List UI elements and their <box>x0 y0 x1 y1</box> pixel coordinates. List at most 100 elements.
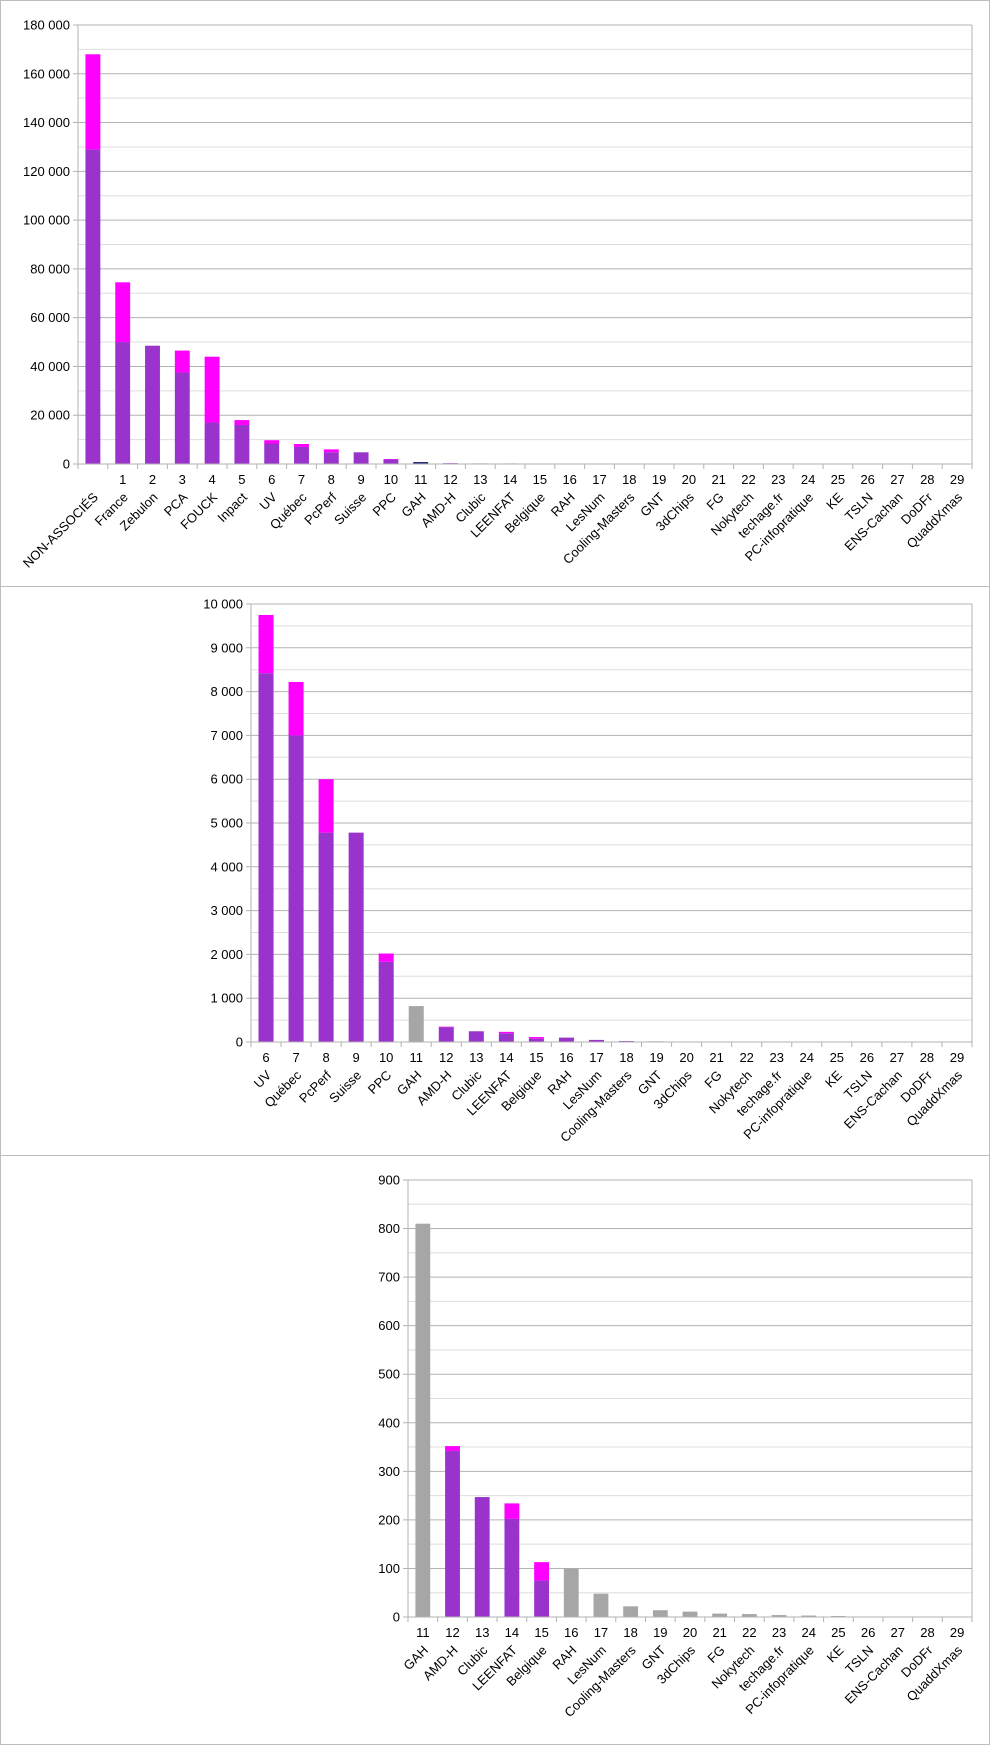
bar-base <box>413 462 429 464</box>
bar-base <box>174 372 190 464</box>
bar-base <box>318 832 334 1042</box>
bar-base <box>348 832 364 1042</box>
y-tick-label: 40 000 <box>30 359 70 374</box>
bar-base <box>378 961 394 1042</box>
bar-top <box>318 779 334 833</box>
x-rank-label: 10 <box>384 472 398 487</box>
x-rank-label: 25 <box>831 472 845 487</box>
x-category-label: FG <box>703 490 726 513</box>
x-rank-label: 16 <box>564 1625 578 1640</box>
x-rank-label: 11 <box>414 472 428 487</box>
bar-top <box>504 1503 520 1519</box>
x-rank-label: 18 <box>619 1050 633 1065</box>
x-rank-label: 29 <box>950 472 964 487</box>
x-rank-label: 7 <box>292 1050 299 1065</box>
x-rank-label: 16 <box>562 472 576 487</box>
x-rank-label: 17 <box>589 1050 603 1065</box>
x-rank-label: 9 <box>357 472 364 487</box>
x-rank-label: 21 <box>711 472 725 487</box>
x-rank-label: 26 <box>860 1050 874 1065</box>
chart-panel-1: 0 20 000 40 000 60 000 80 000 100 000 120 000 1… <box>0 0 990 587</box>
y-tick-label: 100 000 <box>23 213 70 228</box>
bar-base <box>383 459 399 464</box>
bar-base <box>294 446 309 464</box>
y-tick-label: 500 <box>378 1367 400 1382</box>
x-rank-label: 27 <box>891 1625 905 1640</box>
y-tick-label: 20 000 <box>30 408 70 423</box>
bar-base <box>741 1614 757 1617</box>
x-category-label: UV <box>251 1067 275 1091</box>
bar-base <box>353 452 369 464</box>
y-tick-label: 80 000 <box>30 261 70 276</box>
x-rank-label: 14 <box>505 1625 519 1640</box>
chart-panel-2: 0 1 000 2 000 3 000 4 000 5 000 6 000 7 000 8 00… <box>0 586 990 1156</box>
x-rank-label: 20 <box>679 1050 693 1065</box>
x-rank-label: 15 <box>534 1625 548 1640</box>
y-tick-label: 2 000 <box>210 947 243 962</box>
x-rank-label: 13 <box>469 1050 483 1065</box>
x-rank-label: 20 <box>683 1625 697 1640</box>
y-tick-label: 0 <box>393 1610 400 1625</box>
bar-base <box>468 1031 484 1042</box>
y-tick-label: 700 <box>378 1270 400 1285</box>
y-tick-label: 0 <box>63 457 70 472</box>
bar-top <box>85 54 101 150</box>
bar-base <box>234 424 250 464</box>
x-rank-label: 9 <box>353 1050 360 1065</box>
x-rank-label: 12 <box>443 472 457 487</box>
x-rank-label: 25 <box>831 1625 845 1640</box>
x-rank-label: 11 <box>409 1050 423 1065</box>
x-rank-label: 22 <box>741 472 755 487</box>
x-rank-label: 11 <box>416 1625 430 1640</box>
x-category-label: FG <box>701 1068 724 1091</box>
bar-top <box>264 440 280 444</box>
x-category-label: UV <box>256 489 280 513</box>
x-rank-label: 2 <box>149 472 156 487</box>
bar-base <box>588 1039 604 1042</box>
x-rank-label: 18 <box>622 472 636 487</box>
bar-base <box>408 1006 424 1042</box>
bar-base <box>115 342 131 464</box>
y-tick-label: 100 <box>378 1561 400 1576</box>
x-rank-label: 8 <box>328 472 335 487</box>
x-rank-label: 28 <box>920 472 934 487</box>
x-rank-label: 27 <box>890 1050 904 1065</box>
x-rank-label: 20 <box>682 472 696 487</box>
bar-base <box>438 1027 454 1042</box>
x-rank-label: 16 <box>559 1050 573 1065</box>
bar-base <box>682 1611 698 1617</box>
chart-panel-3: 0 100 200 300 400 500 600 700 800 900 11 GAH 12 AMD-H… <box>0 1155 990 1745</box>
bar-top <box>174 350 190 373</box>
y-tick-label: 800 <box>378 1221 400 1236</box>
x-rank-label: 14 <box>503 472 517 487</box>
y-tick-label: 900 <box>378 1173 400 1188</box>
x-rank-label: 24 <box>800 1050 814 1065</box>
x-category-label: KE <box>824 1642 847 1665</box>
x-category-label: PcPerf <box>296 1067 334 1105</box>
bar-base <box>563 1568 579 1617</box>
y-tick-label: 9 000 <box>210 640 243 655</box>
x-rank-label: 26 <box>860 472 874 487</box>
y-tick-label: 60 000 <box>30 310 70 325</box>
x-rank-label: 28 <box>920 1050 934 1065</box>
y-tick-label: 10 000 <box>203 597 243 612</box>
x-rank-label: 1 <box>119 472 126 487</box>
bar-base <box>264 443 280 464</box>
x-rank-label: 28 <box>920 1625 934 1640</box>
x-rank-label: 3 <box>179 472 186 487</box>
bar-base <box>534 1580 549 1617</box>
bar-top <box>234 420 250 425</box>
x-rank-label: 12 <box>439 1050 453 1065</box>
bar-base <box>415 1223 431 1617</box>
y-tick-label: 7 000 <box>210 728 243 743</box>
x-category-label: Suisse <box>326 1068 364 1106</box>
x-rank-label: 23 <box>772 1625 786 1640</box>
y-tick-label: 140 000 <box>23 115 70 130</box>
bar-top <box>445 1446 460 1451</box>
y-tick-label: 300 <box>378 1464 400 1479</box>
x-rank-label: 23 <box>771 472 785 487</box>
chart-2-svg: 0 1 000 2 000 3 000 4 000 5 000 6 000 7 000 8 00… <box>203 597 973 1145</box>
bar-top <box>534 1562 549 1581</box>
y-tick-label: 400 <box>378 1415 400 1430</box>
bar-base <box>474 1497 490 1617</box>
